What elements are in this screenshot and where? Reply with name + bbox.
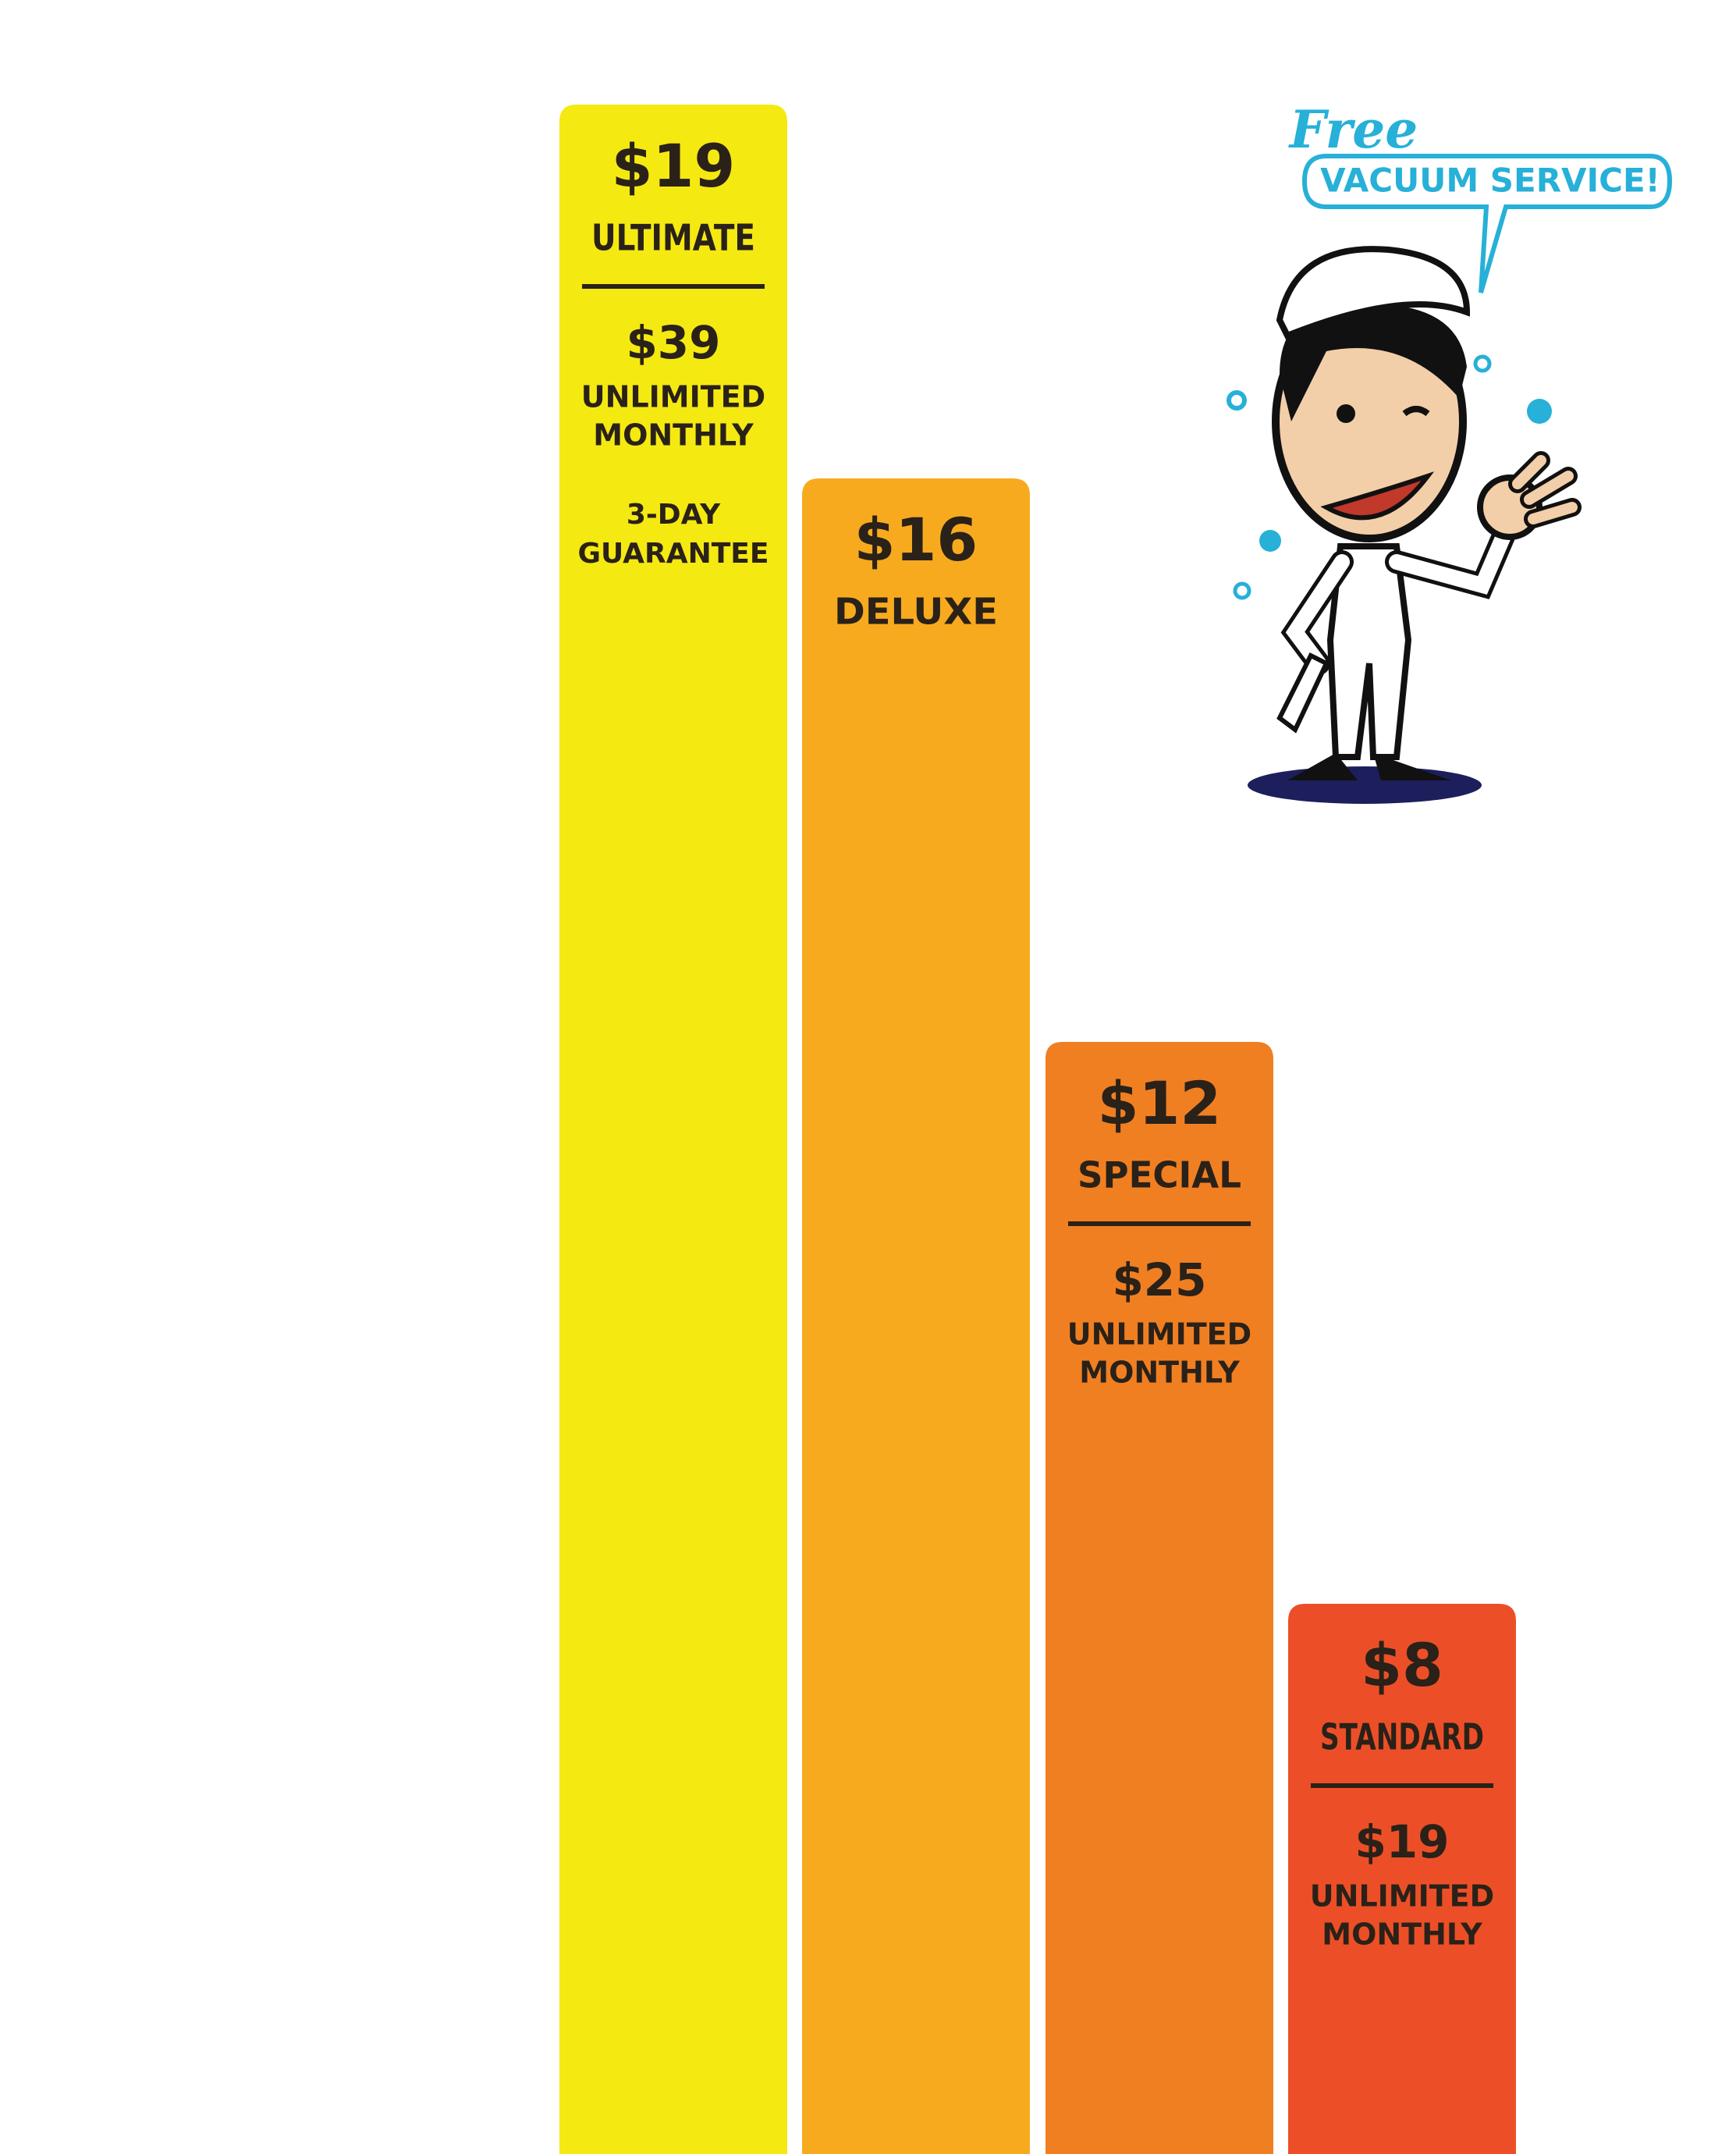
plan-price: $12 (1098, 1068, 1222, 1138)
extra-label: 3-DAY (627, 499, 721, 531)
plan-column: $16 DELUXE (802, 478, 1030, 2154)
monthly-price: $19 (1354, 1815, 1449, 1868)
plan-bar (1046, 1042, 1273, 2154)
plan-price: $8 (1361, 1630, 1443, 1700)
monthly-label: MONTHLY (1079, 1356, 1240, 1390)
monthly-price: $25 (1112, 1253, 1206, 1306)
plan-bar (559, 105, 787, 2154)
monthly-label: UNLIMITED (1067, 1317, 1251, 1352)
plan-name: STANDARD (1320, 1716, 1484, 1758)
plan-price: $16 (854, 505, 978, 574)
plan-price: $19 (612, 131, 736, 201)
bubble-text: VACUUM SERVICE! (1320, 162, 1660, 200)
monthly-price: $39 (626, 316, 720, 369)
plan-name: DELUXE (834, 591, 998, 633)
plan-column: $8 STANDARD $19 UNLIMITED MONTHLY (1288, 1604, 1516, 2154)
plan-bar (1288, 1604, 1516, 2154)
extra-label: GUARANTEE (578, 538, 769, 570)
monthly-label: UNLIMITED (581, 380, 765, 414)
plan-bar (802, 478, 1030, 2154)
monthly-label: UNLIMITED (1310, 1879, 1494, 1914)
plan-column: $12 SPECIAL $25 UNLIMITED MONTHLY (1046, 1042, 1273, 2154)
plan-name: SPECIAL (1077, 1154, 1241, 1196)
mascot: VACUUM SERVICE! Free (1227, 99, 1673, 804)
plan-name: ULTIMATE (591, 217, 755, 259)
monthly-label: MONTHLY (1322, 1918, 1482, 1952)
bubble-free: Free (1288, 99, 1418, 160)
monthly-label: MONTHLY (593, 418, 754, 453)
plan-column: $19 ULTIMATE $39 UNLIMITED MONTHLY 3-DAY GUARA… (559, 105, 787, 2154)
